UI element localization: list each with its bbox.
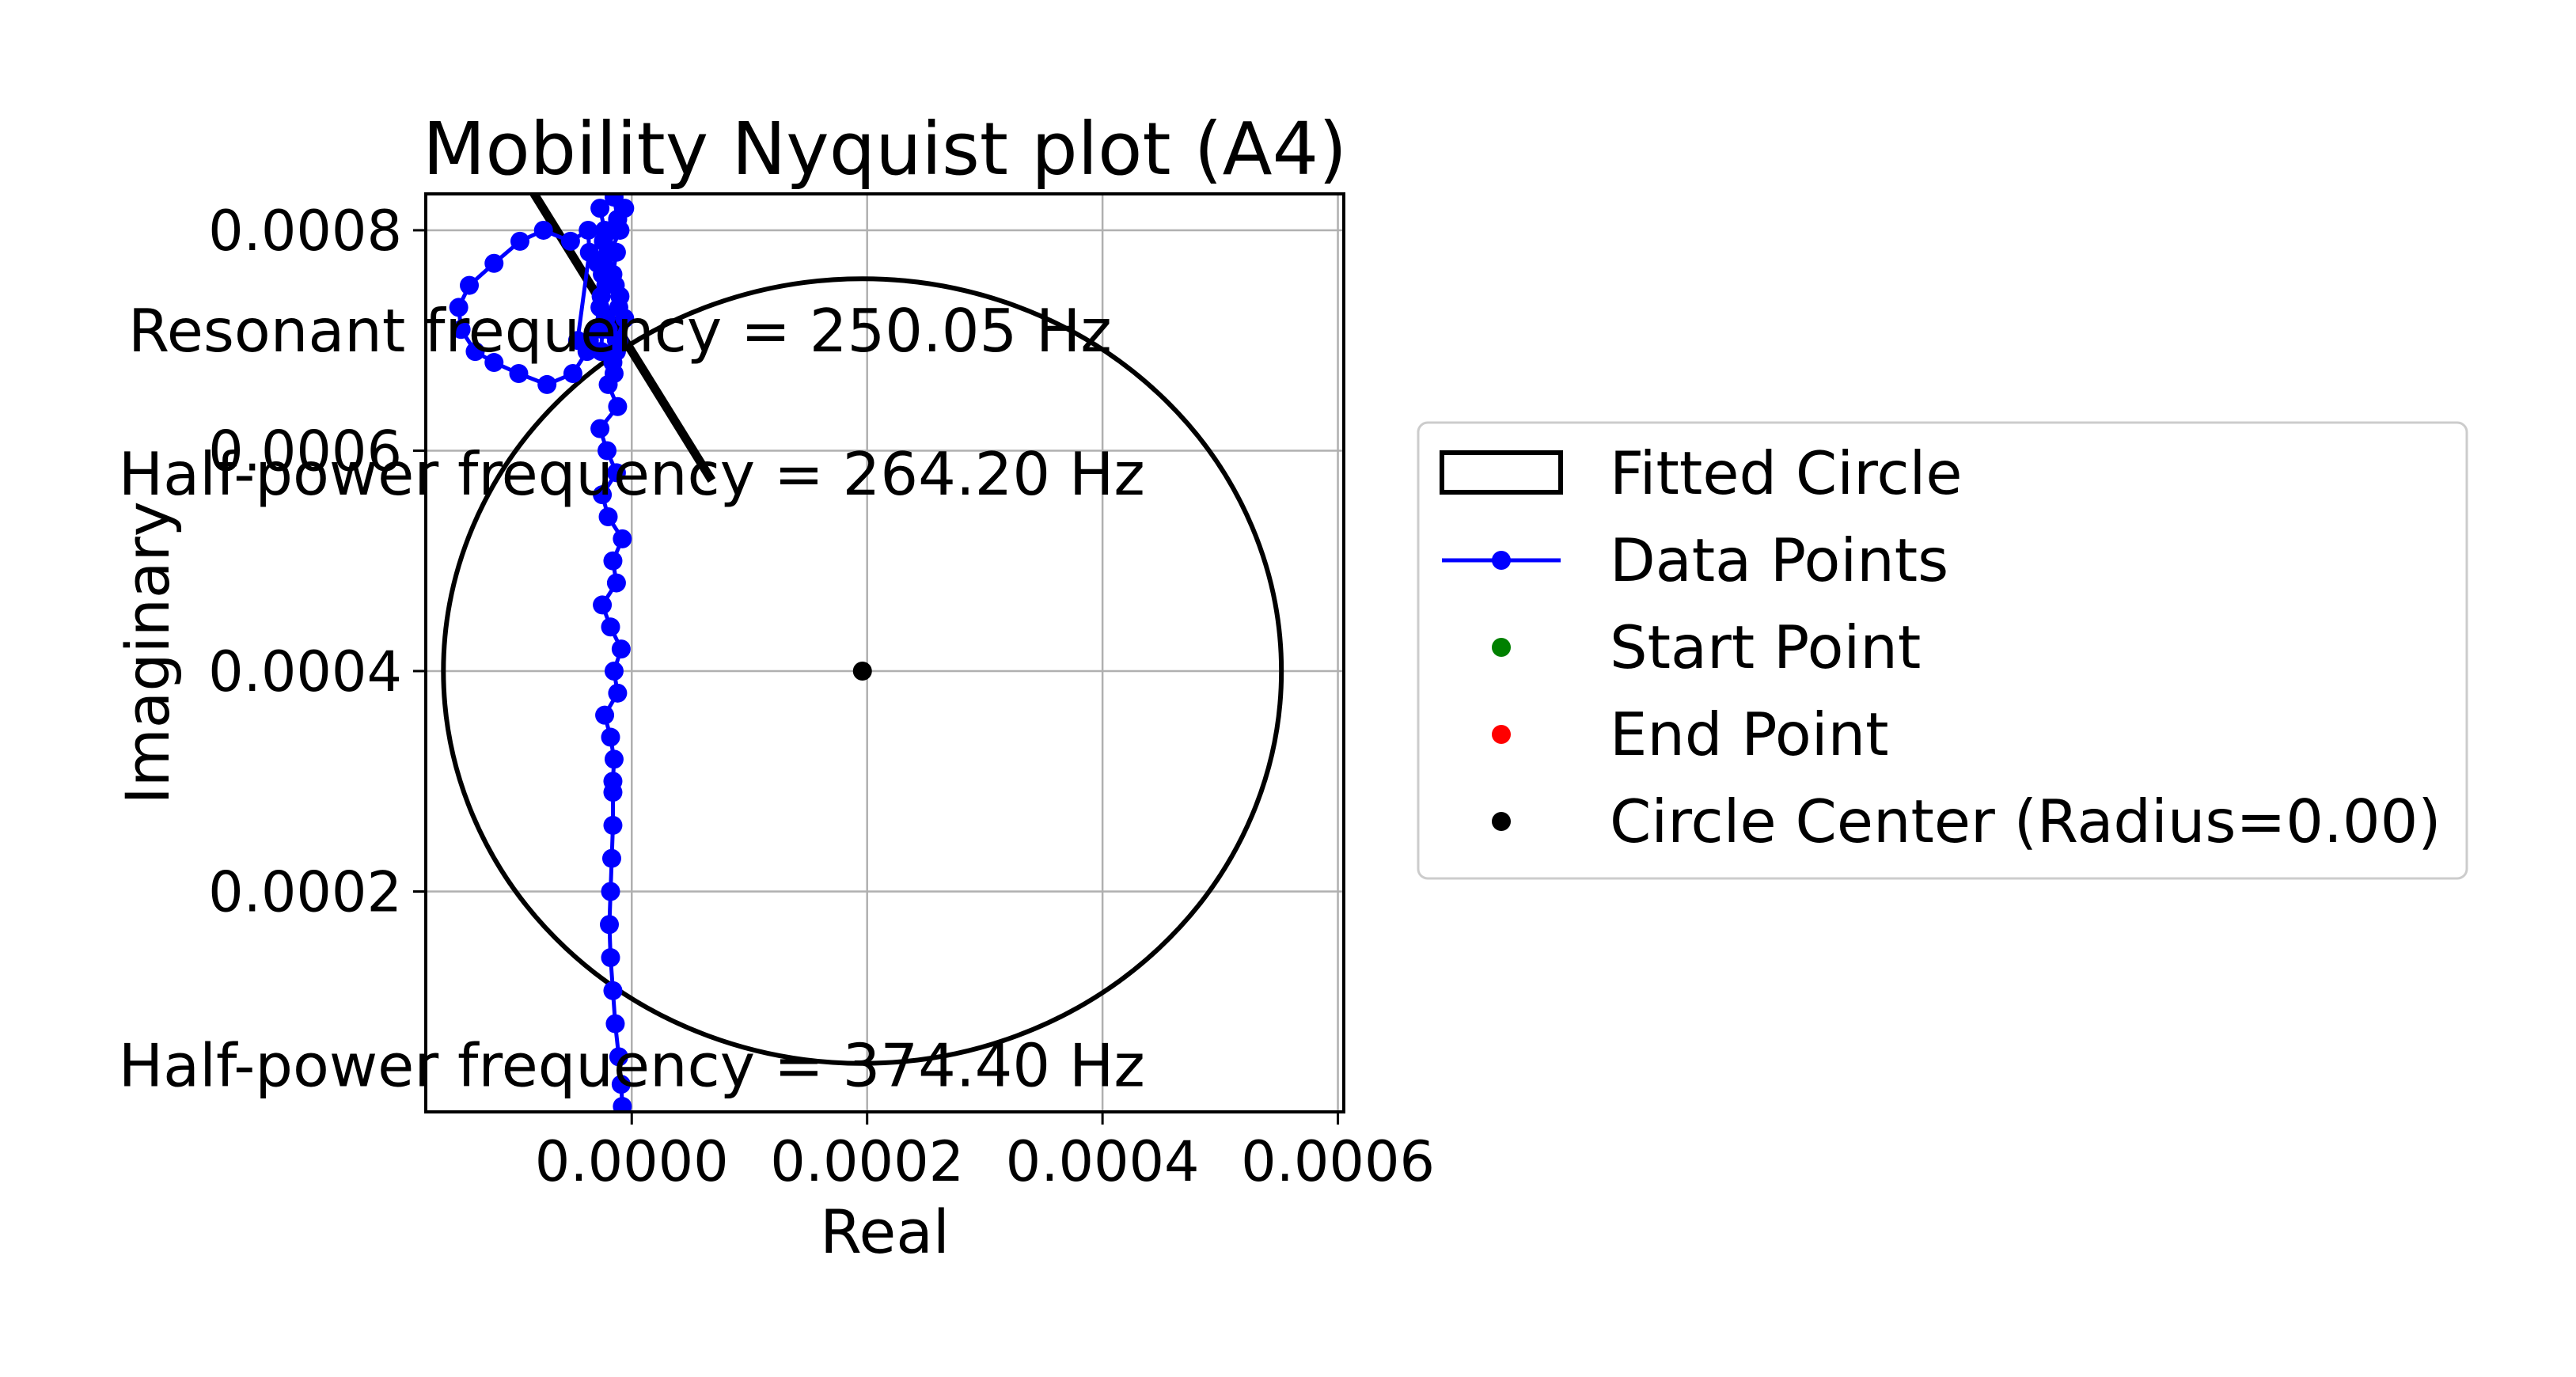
legend-label-data-points: Data Points	[1610, 525, 1948, 595]
data-point	[593, 264, 613, 284]
fitted-circle	[441, 276, 1284, 1066]
data-point	[560, 231, 580, 251]
x-axis-label: Real	[820, 1197, 950, 1267]
data-point	[449, 298, 469, 317]
data-point	[465, 342, 485, 362]
data-point	[613, 1097, 632, 1112]
x-tick-label: 0.0000	[535, 1129, 729, 1194]
fitted-circle-layer	[441, 276, 1284, 1066]
data-point	[590, 298, 610, 317]
x-tick-label: 0.0004	[1006, 1129, 1200, 1194]
data-point	[601, 848, 621, 868]
legend-marker-data-points	[1492, 551, 1511, 570]
data-point	[598, 507, 618, 527]
center-layer	[852, 661, 872, 681]
data-point	[595, 705, 615, 725]
data-point	[451, 320, 471, 340]
data-point	[600, 915, 619, 935]
data-point	[609, 1047, 628, 1067]
data-point	[603, 551, 623, 571]
x-tick-label: 0.0002	[770, 1129, 964, 1194]
y-tick-label: 0.0004	[208, 639, 402, 704]
data-point	[611, 639, 631, 659]
data-point	[460, 275, 480, 295]
data-point	[593, 595, 613, 615]
data-point	[484, 353, 504, 373]
data-point	[598, 441, 617, 461]
data-point	[510, 231, 529, 251]
data-point	[604, 661, 624, 681]
data-point	[601, 948, 620, 968]
legend-marker-end-point	[1492, 725, 1511, 744]
legend-label-end-point: End Point	[1610, 700, 1889, 769]
data-point	[606, 463, 626, 483]
data-point	[606, 331, 626, 351]
data-series-layer	[449, 194, 635, 1112]
x-tick-label: 0.0006	[1241, 1129, 1435, 1194]
x-axis-ticks: 0.0000 0.0002 0.0004 0.0006	[535, 1112, 1435, 1194]
data-point	[613, 529, 632, 548]
legend-swatch-fitted-circle	[1440, 450, 1563, 495]
data-point	[608, 683, 628, 703]
data-point	[606, 573, 626, 593]
circle-center-point	[852, 661, 872, 681]
data-point	[615, 199, 635, 218]
data-point	[601, 882, 620, 901]
data-point	[615, 309, 635, 328]
y-axis-ticks: 0.0002 0.0004 0.0006 0.0008	[208, 199, 426, 924]
annotations: Resonant frequency = 250.05 Hz Half-power…	[119, 296, 1145, 1100]
chart-title: Mobility Nyquist plot (A4)	[423, 107, 1347, 192]
data-point	[603, 981, 623, 1000]
legend-box	[1417, 421, 2468, 880]
legend: Fitted Circle Data Points Start Point En…	[1417, 421, 2468, 880]
data-point	[590, 199, 610, 218]
data-point	[610, 286, 630, 306]
data-point	[601, 617, 620, 637]
data-point	[601, 727, 620, 747]
data-point	[605, 1014, 625, 1034]
data-point	[604, 749, 624, 769]
plot-frame	[424, 192, 1345, 1113]
data-point	[579, 220, 598, 240]
legend-label-fitted-circle: Fitted Circle	[1610, 438, 1963, 508]
data-point	[590, 419, 610, 438]
data-point	[577, 342, 597, 362]
y-tick-label: 0.0008	[208, 199, 402, 264]
y-tick-label: 0.0006	[208, 419, 402, 484]
data-point	[610, 220, 630, 240]
data-point	[593, 485, 613, 505]
legend-label-circle-center: Circle Center (Radius=0.00)	[1610, 787, 2441, 856]
y-axis-label: Imaginary	[112, 501, 183, 804]
data-point	[509, 363, 529, 383]
data-point	[533, 220, 553, 240]
data-point	[537, 374, 557, 394]
data-point	[603, 815, 623, 835]
data-point	[611, 1075, 631, 1094]
data-point	[484, 253, 504, 273]
annotation-text: Resonant frequency = 250.05 Hz	[128, 296, 1112, 366]
data-point	[603, 772, 623, 791]
annotation-text: Half-power frequency = 264.20 Hz	[119, 439, 1145, 509]
legend-label-start-point: Start Point	[1610, 613, 1921, 682]
data-point	[586, 320, 605, 340]
legend-marker-circle-center	[1492, 812, 1511, 831]
data-point	[563, 363, 582, 383]
annotation-text: Half-power frequency = 374.40 Hz	[119, 1030, 1145, 1100]
y-tick-label: 0.0002	[208, 859, 402, 924]
data-point	[608, 396, 628, 416]
data-point	[604, 363, 624, 383]
legend-marker-start-point	[1492, 638, 1511, 657]
data-point	[601, 242, 620, 262]
